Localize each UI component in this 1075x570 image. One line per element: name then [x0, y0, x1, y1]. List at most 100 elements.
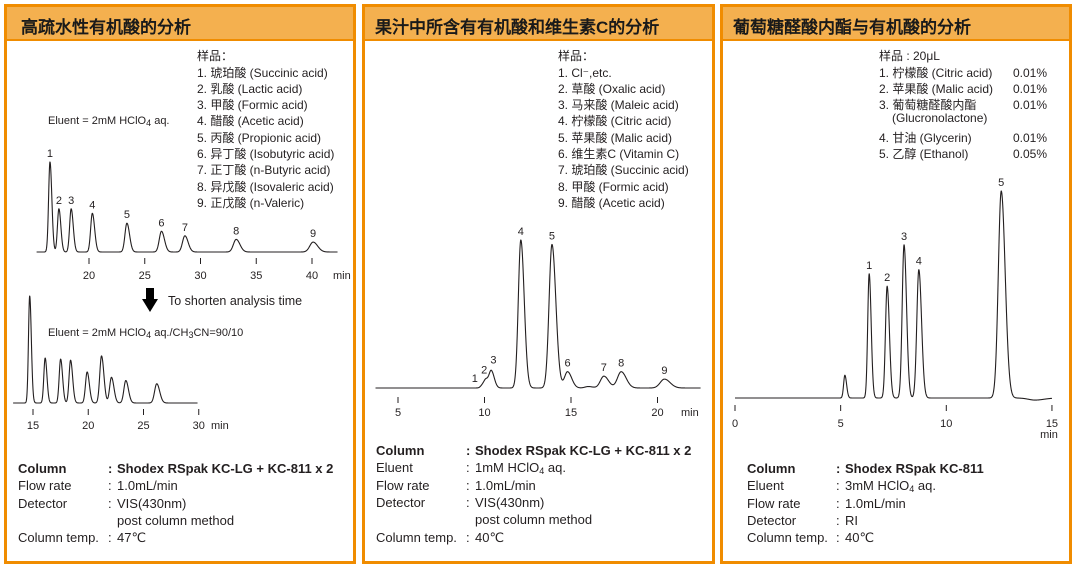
spec-colon: : [466, 443, 471, 458]
x-tick-label: 35 [250, 270, 262, 282]
spec-value-sub: 4 [909, 484, 915, 495]
spec-value: Shodex RSpak KC-LG + KC-811 x 2 [117, 461, 333, 476]
eluent-text: CN=90/10 [193, 327, 244, 339]
sample-item: 9. 正戊酸 (n-Valeric) [197, 195, 305, 210]
chromatogram-trace [36, 161, 338, 253]
peak-label: 3 [68, 195, 74, 207]
x-unit-label: min [333, 270, 351, 282]
spec-value: 1mM HClO4 aq. [475, 460, 566, 477]
spec-label: Flow rate [18, 478, 72, 494]
sample-concentration: 0.05% [1013, 146, 1048, 161]
spec-label: Column temp. [376, 529, 457, 545]
sample-heading: 样品： [197, 49, 234, 63]
spec-value: post column method [117, 513, 234, 528]
sample-item: 3. 葡萄糖醛酸内酯 [879, 97, 977, 112]
sample-item: 9. 醋酸 (Acetic acid) [558, 195, 665, 210]
spec-value-text: VIS(430nm) [475, 494, 545, 510]
spec-value: Shodex RSpak KC-LG + KC-811 x 2 [475, 443, 691, 458]
spec-value: 47℃ [117, 530, 146, 545]
spec-label: Eluent [376, 460, 413, 476]
spec-colon: : [836, 461, 841, 476]
sample-item: 2. 苹果酸 (Malic acid) [879, 81, 994, 96]
peak-label: 2 [481, 364, 487, 376]
panel-title: 高疏水性有机酸的分析 [21, 18, 191, 37]
spec-label: Column [18, 461, 67, 476]
x-tick-label: 30 [194, 270, 206, 282]
spec-colon: : [836, 478, 840, 494]
spec-value-sub: 4 [539, 466, 545, 477]
sample-concentration: 0.01% [1013, 97, 1048, 112]
panel-hydrophobic-acids: 高疏水性有机酸的分析 [4, 4, 356, 564]
x-tick-label: 25 [139, 270, 151, 282]
spec-colon: : [108, 495, 112, 511]
spec-value-text: 1mM HClO [475, 460, 540, 476]
x-tick-label: 10 [478, 407, 490, 419]
sample-concentration: 0.01% [1013, 130, 1048, 145]
spec-value-text: VIS(430nm) [117, 495, 187, 511]
spec-label: Eluent [747, 478, 784, 494]
x-unit-label: min [211, 420, 229, 432]
eluent-label-2: Eluent = 2mM HClO4 aq./CH3CN=90/10 [48, 326, 243, 340]
eluent-text: aq./CH [151, 327, 189, 339]
x-tick-label: 5 [395, 407, 401, 419]
peak-label: 4 [89, 199, 95, 211]
x-unit-label: min [1040, 429, 1058, 441]
spec-label: Column [747, 461, 796, 476]
sample-concentration: 0.01% [1013, 81, 1048, 96]
peak-label: 2 [884, 272, 890, 284]
spec-label: Flow rate [376, 477, 430, 493]
sample-item: 4. 醋酸 (Acetic acid) [197, 114, 304, 129]
spec-value-text: RI [845, 512, 858, 528]
panel-glucuronolactone: 葡萄糖醛酸内酯与有机酸的分析 [720, 4, 1072, 564]
peak-label: 7 [182, 222, 188, 234]
spec-label: Column temp. [747, 530, 828, 546]
spec-label: Column temp. [18, 530, 99, 546]
spec-value-text: Shodex RSpak KC-LG + KC-811 x 2 [475, 443, 692, 458]
sample-item: 1. 琥珀酸 (Succinic acid) [197, 65, 328, 80]
panel-title: 葡萄糖醛酸内酯与有机酸的分析 [733, 18, 971, 37]
panel-juice-acids: 果汁中所含有有机酸和维生素C的分析 [362, 4, 715, 564]
sample-item: 7. 琥珀酸 (Succinic acid) [558, 163, 689, 178]
sample-item: 3. 甲酸 (Formic acid) [197, 98, 308, 113]
panel-header: 高疏水性有机酸的分析 [7, 7, 353, 41]
eluent-text: Eluent = 2mM HClO [48, 115, 147, 127]
sample-heading: 样品： [558, 49, 595, 63]
eluent-sub: 4 [146, 330, 152, 340]
peak-label: 1 [47, 148, 53, 160]
peak-label: 1 [472, 373, 478, 385]
sample-concentration: 0.01% [1013, 65, 1048, 80]
spec-colon: : [466, 494, 470, 510]
x-tick-label: 10 [940, 418, 952, 430]
peak-label: 1 [866, 260, 872, 272]
peak-label: 4 [916, 256, 922, 268]
peak-label: 9 [310, 228, 316, 240]
sample-item: 5. 乙醇 (Ethanol) [879, 146, 969, 161]
eluent-text: Eluent = 2mM HClO [48, 327, 147, 339]
peak-label: 2 [56, 195, 62, 207]
eluent-text: aq. [151, 115, 170, 127]
x-tick-label: 0 [732, 418, 738, 430]
sample-item: 6. 异丁酸 (Isobutyric acid) [197, 147, 335, 161]
sample-item: 3. 马来酸 (Maleic acid) [558, 98, 679, 113]
chromatogram-trace [734, 190, 1053, 401]
spec-colon: : [108, 530, 112, 546]
chromatogram-trace [375, 239, 701, 389]
chromatogram-trace [12, 295, 198, 404]
eluent-sub: 3 [188, 330, 194, 340]
spec-value-text: 1.0mL/min [475, 477, 536, 493]
spec-value-text: aq. [914, 478, 936, 494]
arrow-caption: To shorten analysis time [168, 294, 303, 308]
spec-colon: : [108, 461, 113, 476]
sample-item: 8. 异戊酸 (Isovaleric acid) [197, 179, 334, 194]
sample-item: 1. Cl⁻,etc. [558, 65, 612, 80]
x-tick-label: 15 [565, 407, 577, 419]
x-unit-label: min [681, 407, 699, 419]
sample-item: 2. 草酸 (Oxalic acid) [558, 81, 666, 96]
spec-value: VIS(430nm) [475, 495, 544, 510]
spec-value-text: 1.0mL/min [845, 495, 906, 511]
sample-item: 6. 维生素C (Vitamin C) [558, 147, 680, 161]
peak-label: 8 [618, 358, 624, 370]
x-tick-label: 15 [1046, 418, 1058, 430]
peak-label: 9 [661, 365, 667, 377]
spec-label: Column [376, 443, 425, 458]
